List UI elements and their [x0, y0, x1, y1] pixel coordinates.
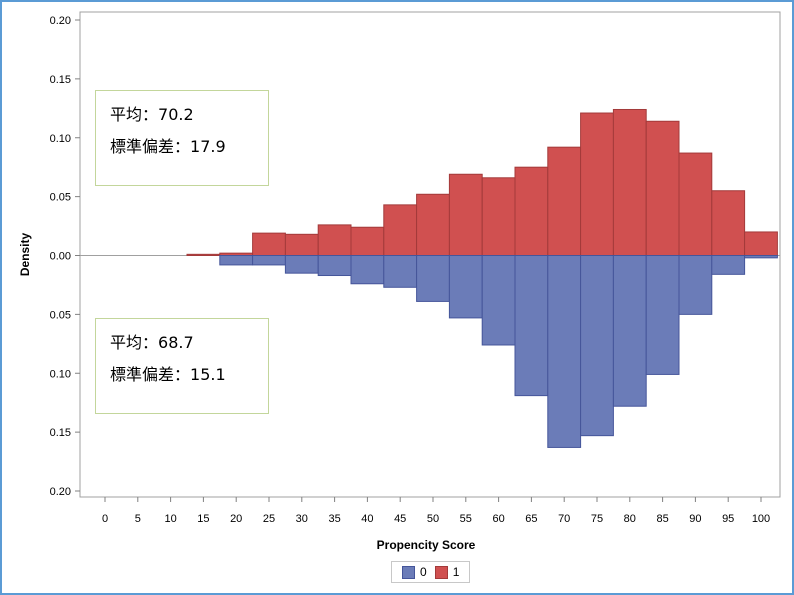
x-tick-label-0: 0: [102, 513, 108, 525]
x-tick-label-9: 45: [394, 513, 406, 525]
x-tick-label-20: 100: [752, 513, 770, 525]
bar-group-0-7: [448, 255, 483, 319]
bar-group-0-15: [711, 255, 746, 275]
legend-item-1: 1: [434, 565, 460, 579]
bar-group-1-0: [186, 253, 221, 256]
stats-box-group-1: 平均：70.2 標準偏差：17.9: [95, 90, 269, 186]
x-tick-label-3: 15: [197, 513, 209, 525]
bar-group-1-13: [612, 108, 647, 256]
stat-sd-value: 15.1: [190, 365, 226, 384]
y-axis-label: Density: [18, 233, 32, 277]
x-tick-label-1: 5: [135, 513, 141, 525]
bar-group-1-9: [481, 177, 516, 256]
x-tick-label-11: 55: [460, 513, 472, 525]
bar-group-1-5: [350, 226, 385, 257]
stat-sd-label: 標準偏差：: [110, 365, 191, 384]
stat-sd-group-1: 標準偏差：17.9: [110, 131, 254, 163]
legend-item-0: 0: [402, 565, 427, 579]
x-tick-label-14: 70: [558, 513, 570, 525]
bar-group-1-17: [744, 231, 778, 256]
bar-group-1-14: [645, 120, 680, 256]
y-tick-label-3: 0.05: [50, 192, 71, 204]
legend-swatch-0: [402, 565, 415, 579]
x-tick-label-19: 95: [722, 513, 734, 525]
bar-group-0-16: [744, 255, 778, 259]
stat-mean-group-1: 平均：70.2: [110, 99, 254, 131]
bar-group-0-6: [416, 255, 450, 302]
stat-sd-group-0: 標準偏差：15.1: [110, 359, 254, 391]
bar-group-1-12: [580, 112, 614, 256]
bar-group-0-2: [284, 255, 319, 274]
stat-mean-value: 70.2: [158, 105, 194, 124]
y-tick-label-5: 0.05: [50, 309, 71, 321]
bar-group-1-4: [317, 224, 352, 256]
y-tick-label-8: 0.20: [50, 486, 71, 498]
bar-group-0-14: [678, 255, 713, 315]
stat-mean-group-0: 平均：68.7: [110, 327, 254, 359]
bar-group-1-10: [514, 166, 549, 256]
stat-mean-label: 平均：: [110, 105, 159, 124]
bar-group-1-3: [284, 233, 319, 256]
bar-group-0-3: [317, 255, 352, 277]
x-tick-label-16: 80: [624, 513, 636, 525]
x-tick-label-7: 35: [328, 513, 340, 525]
y-tick-label-2: 0.10: [50, 133, 71, 145]
bar-group-0-10: [547, 255, 582, 448]
x-tick-label-18: 90: [689, 513, 701, 525]
x-tick-label-2: 10: [164, 513, 176, 525]
bar-group-1-7: [416, 193, 450, 257]
bar-group-1-15: [678, 152, 713, 256]
y-tick-label-7: 0.15: [50, 427, 71, 439]
bar-group-0-12: [612, 255, 647, 407]
bar-group-0-11: [580, 255, 614, 437]
x-tick-label-5: 25: [263, 513, 275, 525]
stat-sd-value: 17.9: [190, 137, 226, 156]
y-tick-label-0: 0.20: [50, 15, 71, 27]
bar-group-0-5: [383, 255, 418, 288]
bar-group-1-8: [448, 173, 483, 256]
legend-label-1: 1: [452, 565, 460, 579]
x-tick-label-13: 65: [525, 513, 537, 525]
y-tick-label-6: 0.10: [50, 368, 71, 380]
stat-mean-value: 68.7: [158, 333, 194, 352]
legend-swatch-1: [434, 565, 448, 579]
legend-label-0: 0: [420, 565, 427, 579]
stat-mean-label: 平均：: [110, 333, 159, 352]
stat-sd-label: 標準偏差：: [110, 137, 191, 156]
y-tick-label-1: 0.15: [50, 74, 71, 86]
x-tick-label-4: 20: [230, 513, 242, 525]
chart-legend: 0 1: [391, 561, 471, 583]
bar-group-0-4: [350, 255, 385, 285]
x-tick-label-8: 40: [361, 513, 373, 525]
x-axis-label: Propencity Score: [377, 538, 476, 552]
bar-group-0-13: [645, 255, 680, 375]
x-tick-label-10: 50: [427, 513, 439, 525]
x-tick-label-12: 60: [492, 513, 504, 525]
bar-group-0-9: [514, 255, 549, 397]
bar-group-1-16: [711, 190, 746, 256]
bar-group-0-8: [481, 255, 516, 346]
y-tick-label-4: 0.00: [50, 251, 71, 263]
bar-group-1-6: [383, 204, 418, 256]
x-tick-label-15: 75: [591, 513, 603, 525]
x-tick-label-17: 85: [656, 513, 668, 525]
bar-group-1-11: [547, 146, 582, 256]
stats-box-group-0: 平均：68.7 標準偏差：15.1: [95, 318, 269, 414]
bar-group-0-1: [252, 255, 286, 266]
bar-group-1-2: [252, 232, 286, 257]
bar-group-0-0: [219, 255, 254, 266]
x-tick-label-6: 30: [296, 513, 308, 525]
